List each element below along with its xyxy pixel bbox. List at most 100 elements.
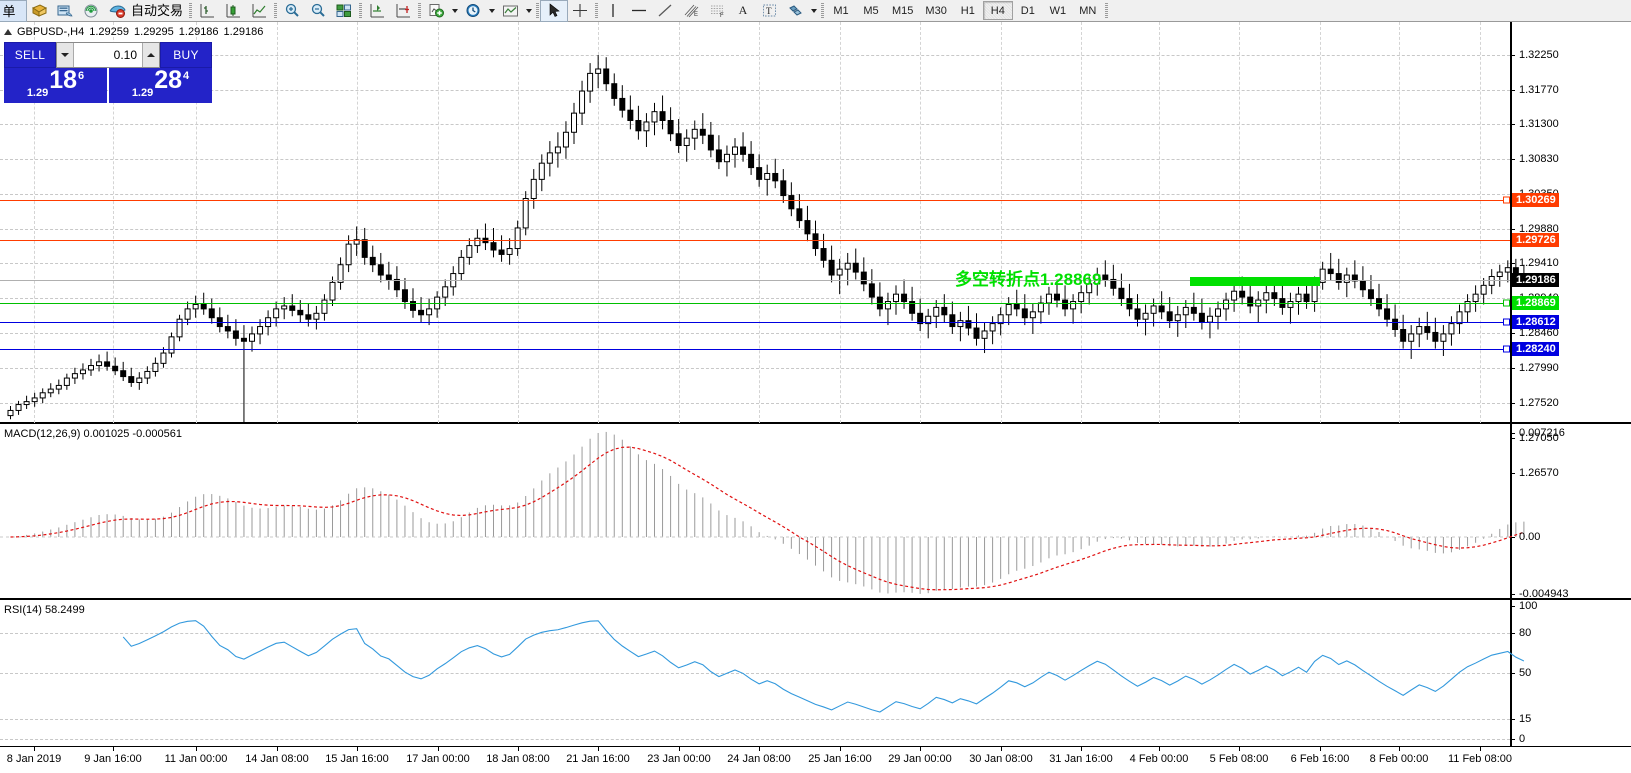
pivot-line-handle[interactable] bbox=[1503, 299, 1510, 307]
toolbar-separator-7 bbox=[819, 2, 826, 20]
periods-icon[interactable] bbox=[460, 1, 486, 21]
price-axis-tick bbox=[1511, 159, 1515, 160]
collapse-triangle-icon[interactable] bbox=[4, 29, 12, 35]
timeframe-m1[interactable]: M1 bbox=[833, 4, 849, 17]
price-axis-tick bbox=[1511, 90, 1515, 91]
templates-icon[interactable] bbox=[497, 1, 523, 21]
support-1-line[interactable] bbox=[0, 322, 1510, 323]
zoom-in-icon[interactable] bbox=[279, 1, 305, 21]
line-chart-icon[interactable] bbox=[246, 1, 272, 21]
tile-windows-icon[interactable] bbox=[331, 1, 357, 21]
add-indicator-dropdown-arrow[interactable] bbox=[449, 1, 460, 21]
price-badge[interactable]: 1.30269 bbox=[1512, 193, 1559, 207]
buy-price-display[interactable]: 1.29 28 4 bbox=[109, 68, 212, 103]
timeframe-m5[interactable]: M5 bbox=[863, 4, 879, 17]
price-axis-label: 1.31300 bbox=[1519, 118, 1559, 130]
time-axis-tick bbox=[1399, 747, 1400, 751]
support-2-line-handle[interactable] bbox=[1503, 345, 1510, 353]
svg-text:T: T bbox=[766, 6, 772, 16]
price-pane[interactable]: 多空转折点1.28869 bbox=[0, 22, 1631, 423]
support-1-line-handle[interactable] bbox=[1503, 318, 1510, 326]
autotrading-label[interactable]: 自动交易 bbox=[131, 2, 184, 18]
add-indicator-icon[interactable] bbox=[423, 1, 449, 21]
time-axis-label: 8 Feb 00:00 bbox=[1369, 753, 1429, 765]
price-axis-tick bbox=[1511, 333, 1515, 334]
rsi-pane[interactable]: RSI(14) 58.2499 bbox=[0, 601, 1631, 746]
templates-dropdown-arrow[interactable] bbox=[523, 1, 534, 21]
price-gridline bbox=[0, 229, 1510, 230]
price-axis-label: 1.27520 bbox=[1519, 397, 1559, 409]
timeframe-m30[interactable]: M30 bbox=[925, 4, 947, 17]
price-gridline bbox=[0, 194, 1510, 195]
volume-input[interactable]: 0.10 bbox=[113, 48, 137, 62]
chart-shift-icon[interactable] bbox=[364, 1, 390, 21]
price-badge[interactable]: 1.28612 bbox=[1512, 315, 1559, 329]
cursor-icon[interactable] bbox=[540, 0, 569, 22]
autotrading-icon[interactable] bbox=[104, 1, 130, 21]
zoom-out-icon[interactable] bbox=[305, 1, 331, 21]
rsi-axis-label: 100 bbox=[1519, 600, 1538, 612]
price-badge[interactable]: 1.29726 bbox=[1512, 233, 1559, 247]
equidistant-channel-icon[interactable]: E bbox=[678, 1, 704, 21]
timeframe-mn[interactable]: MN bbox=[1079, 4, 1097, 17]
toolbar-separator-8 bbox=[1103, 2, 1110, 20]
chart-canvas[interactable]: 多空转折点1.28869 GBPUSD-,H4 1.29259 1.29295 … bbox=[0, 22, 1631, 773]
timeframe-w1[interactable]: W1 bbox=[1049, 4, 1067, 17]
crosshair-icon[interactable] bbox=[567, 1, 593, 21]
pivot-zone-marker bbox=[1190, 277, 1320, 286]
time-axis-tick bbox=[518, 747, 519, 751]
pivot-line[interactable] bbox=[0, 303, 1510, 304]
candlestick-chart-icon[interactable] bbox=[220, 1, 246, 21]
timeframe-d1[interactable]: D1 bbox=[1020, 4, 1035, 17]
periods-dropdown-arrow[interactable] bbox=[486, 1, 497, 21]
timeframe-h1[interactable]: H1 bbox=[960, 4, 975, 17]
text-icon[interactable]: A bbox=[730, 1, 756, 21]
vertical-line-icon[interactable] bbox=[600, 1, 626, 21]
timeframe-m15[interactable]: M15 bbox=[892, 4, 914, 17]
price-axis-tick bbox=[1511, 473, 1515, 474]
support-2-line[interactable] bbox=[0, 349, 1510, 350]
price-axis-tick bbox=[1511, 229, 1515, 230]
rsi-gridline bbox=[0, 632, 1510, 634]
volume-stepper[interactable]: 0.10 bbox=[56, 42, 160, 68]
signals-icon[interactable] bbox=[78, 1, 104, 21]
resistance-1-line[interactable] bbox=[0, 200, 1510, 201]
volume-increase-button[interactable] bbox=[142, 43, 159, 67]
rsi-axis-label: 0 bbox=[1519, 733, 1526, 745]
bar-chart-icon[interactable] bbox=[194, 1, 220, 21]
resistance-2-line[interactable] bbox=[0, 240, 1510, 241]
objects-dropdown-arrow[interactable] bbox=[808, 1, 819, 21]
auto-scroll-icon[interactable] bbox=[390, 1, 416, 21]
rsi-title: RSI(14) 58.2499 bbox=[4, 604, 85, 616]
buy-button[interactable]: BUY bbox=[160, 42, 212, 68]
current-price-line[interactable] bbox=[0, 280, 1510, 281]
sell-button[interactable]: SELL bbox=[4, 42, 56, 68]
metaeditor-icon[interactable] bbox=[26, 1, 52, 21]
one-click-trading-panel[interactable]: SELL 0.10 BUY 1.29 18 6 1.29 28 4 bbox=[4, 42, 212, 103]
new-order-icon[interactable]: 单 bbox=[0, 0, 27, 22]
horizontal-line-icon[interactable] bbox=[626, 1, 652, 21]
macd-pane[interactable]: MACD(12,26,9) 0.001025 -0.000561 bbox=[0, 425, 1631, 599]
fibonacci-icon[interactable]: F bbox=[704, 1, 730, 21]
price-badge[interactable]: 1.29186 bbox=[1512, 273, 1559, 287]
price-badge[interactable]: 1.28869 bbox=[1512, 296, 1559, 310]
price-gridline bbox=[0, 368, 1510, 369]
sell-price-display[interactable]: 1.29 18 6 bbox=[4, 68, 107, 103]
price-axis-label: 1.29880 bbox=[1519, 223, 1559, 235]
resistance-1-line-handle[interactable] bbox=[1503, 196, 1510, 204]
price-vertical-gridline bbox=[1081, 22, 1082, 423]
trendline-icon[interactable] bbox=[652, 1, 678, 21]
symbol-header: GBPUSD-,H4 1.29259 1.29295 1.29186 1.291… bbox=[4, 26, 263, 38]
time-axis[interactable]: 8 Jan 2019 9 Jan 16:00 11 Jan 00:00 14 Jan … bbox=[0, 746, 1631, 773]
price-badge[interactable]: 1.28240 bbox=[1512, 342, 1559, 356]
volume-decrease-button[interactable] bbox=[57, 43, 74, 67]
objects-icon[interactable] bbox=[782, 1, 808, 21]
text-label-icon[interactable]: T bbox=[756, 1, 782, 21]
price-vertical-gridline bbox=[277, 22, 278, 423]
price-vertical-gridline bbox=[1320, 22, 1321, 423]
expert-advisors-icon[interactable] bbox=[52, 1, 78, 21]
timeframe-h4[interactable]: H4 bbox=[982, 1, 1013, 20]
price-gridline bbox=[0, 90, 1510, 91]
time-axis-tick bbox=[196, 747, 197, 751]
